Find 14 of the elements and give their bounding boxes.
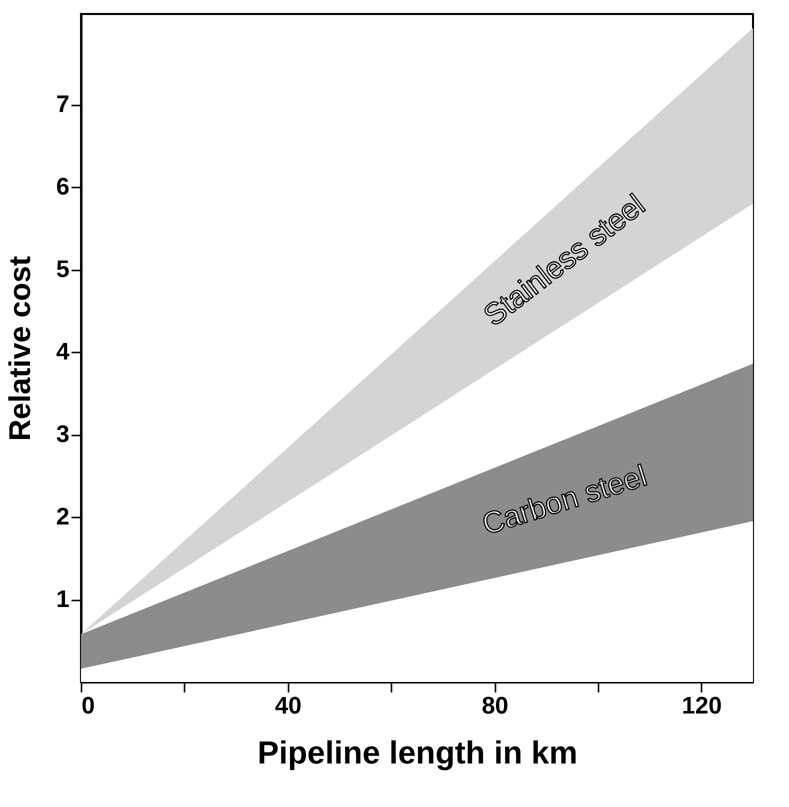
y-tick-label: 3 (56, 421, 70, 448)
y-tick-label: 7 (56, 91, 70, 118)
x-tick-label: 0 (82, 692, 95, 720)
y-axis-title: Relative cost (4, 256, 38, 442)
x-tick-label: 40 (274, 692, 302, 720)
y-tick-label: 6 (56, 174, 70, 201)
x-tick-label: 80 (482, 692, 508, 720)
y-tick-label: 5 (56, 256, 70, 284)
x-tick-label: 120 (682, 692, 722, 720)
y-tick-label: 2 (56, 504, 70, 531)
y-tick-label: 1 (56, 586, 70, 614)
y-tick-label: 4 (56, 338, 70, 366)
x-axis-title: Pipeline length in km (257, 734, 578, 770)
series-label: Carbon steel (478, 459, 651, 542)
